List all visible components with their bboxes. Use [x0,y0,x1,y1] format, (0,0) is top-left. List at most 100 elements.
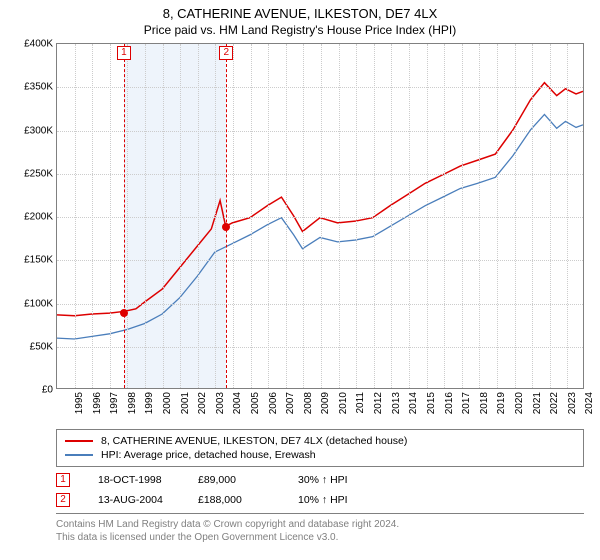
x-axis-label: 2000 [162,392,173,414]
plot-area: £0£50K£100K£150K£200K£250K£300K£350K£400… [56,43,584,389]
sale-delta: 30% ↑ HPI [298,474,370,486]
gridline [567,44,568,388]
chart-lines [57,44,583,388]
gridline [303,44,304,388]
gridline [57,304,583,305]
gridline [479,44,480,388]
x-axis-label: 2010 [338,392,349,414]
x-axis-label: 2023 [567,392,578,414]
gridline [57,131,583,132]
y-axis-label: £0 [42,385,53,396]
series-line [57,114,583,338]
x-axis-label: 2002 [197,392,208,414]
legend-swatch [65,454,93,456]
legend-swatch [65,440,93,442]
series-line [57,83,583,316]
credit-line: This data is licensed under the Open Gov… [56,531,584,544]
legend: 8, CATHERINE AVENUE, ILKESTON, DE7 4LX (… [56,429,584,467]
sale-price: £89,000 [198,474,270,486]
gridline [75,44,76,388]
sale-row: 1 18-OCT-1998 £89,000 30% ↑ HPI [56,473,588,487]
sale-row: 2 13-AUG-2004 £188,000 10% ↑ HPI [56,493,588,507]
gridline [268,44,269,388]
event-dot [222,223,230,231]
x-axis-label: 2013 [391,392,402,414]
x-axis-label: 2005 [250,392,261,414]
gridline [550,44,551,388]
sale-price: £188,000 [198,494,270,506]
event-line [226,44,227,388]
gridline [286,44,287,388]
x-axis-label: 1995 [74,392,85,414]
x-axis-label: 2016 [443,392,454,414]
event-line [124,44,125,388]
page-subtitle: Price paid vs. HM Land Registry's House … [12,23,588,37]
gridline [356,44,357,388]
gridline [233,44,234,388]
gridline [515,44,516,388]
x-axis-label: 2015 [426,392,437,414]
y-axis-label: £100K [24,298,53,309]
y-axis-label: £400K [24,39,53,50]
gridline [145,44,146,388]
x-axis-label: 1998 [127,392,138,414]
x-axis-label: 2018 [479,392,490,414]
gridline [163,44,164,388]
gridline [427,44,428,388]
sale-delta: 10% ↑ HPI [298,494,370,506]
legend-item: 8, CATHERINE AVENUE, ILKESTON, DE7 4LX (… [65,434,575,448]
gridline [57,87,583,88]
chart: £0£50K£100K£150K£200K£250K£300K£350K£400… [56,43,584,423]
x-axis-label: 2021 [531,392,542,414]
x-axis-label: 2024 [584,392,595,414]
y-axis-label: £200K [24,212,53,223]
x-axis-label: 2012 [373,392,384,414]
gridline [409,44,410,388]
y-axis-label: £300K [24,125,53,136]
x-axis-label: 2019 [496,392,507,414]
gridline [374,44,375,388]
x-axis-label: 2011 [355,392,366,414]
x-axis-label: 2006 [267,392,278,414]
x-axis-label: 2009 [320,392,331,414]
gridline [321,44,322,388]
gridline [57,347,583,348]
gridline [497,44,498,388]
x-axis-label: 1999 [144,392,155,414]
gridline [444,44,445,388]
event-marker: 1 [117,46,131,60]
y-axis-label: £350K [24,82,53,93]
legend-item: HPI: Average price, detached house, Erew… [65,448,575,462]
sale-date: 13-AUG-2004 [98,494,170,506]
gridline [339,44,340,388]
credit-line: Contains HM Land Registry data © Crown c… [56,518,584,531]
gridline [462,44,463,388]
credit: Contains HM Land Registry data © Crown c… [56,513,584,544]
x-axis-label: 2003 [215,392,226,414]
event-dot [120,309,128,317]
x-axis-label: 2008 [303,392,314,414]
sale-date: 18-OCT-1998 [98,474,170,486]
x-axis-label: 2017 [461,392,472,414]
gridline [215,44,216,388]
gridline [57,260,583,261]
sale-marker: 2 [56,493,70,507]
legend-label: HPI: Average price, detached house, Erew… [101,449,316,461]
x-axis-label: 2007 [285,392,296,414]
sale-marker: 1 [56,473,70,487]
y-axis-label: £50K [30,341,53,352]
event-marker: 2 [219,46,233,60]
gridline [57,174,583,175]
x-axis-label: 2020 [514,392,525,414]
gridline [57,217,583,218]
x-axis-label: 2004 [232,392,243,414]
gridline [180,44,181,388]
y-axis-label: £250K [24,168,53,179]
gridline [92,44,93,388]
page-title: 8, CATHERINE AVENUE, ILKESTON, DE7 4LX [12,6,588,21]
x-axis-label: 1997 [109,392,120,414]
x-axis-label: 2014 [408,392,419,414]
x-axis-label: 1996 [91,392,102,414]
x-axis-label: 2001 [179,392,190,414]
y-axis-label: £150K [24,255,53,266]
